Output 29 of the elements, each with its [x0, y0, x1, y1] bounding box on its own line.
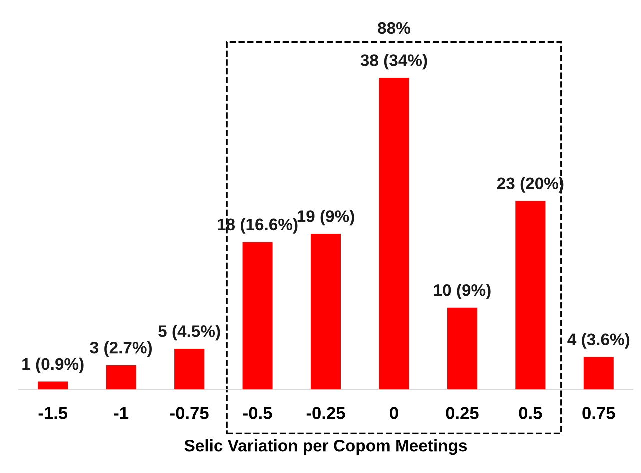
data-label: 1 (0.9%) — [22, 358, 84, 374]
bar — [447, 308, 478, 390]
x-tick-label: -0.5 — [244, 407, 272, 420]
bar — [379, 78, 410, 390]
data-label: 23 (20%) — [497, 177, 564, 193]
data-label: 10 (9%) — [434, 284, 491, 300]
bar — [174, 348, 205, 390]
text: 88% — [378, 22, 410, 34]
x-tick-label: 0.25 — [446, 407, 479, 420]
x-tick-label: -1 — [114, 407, 129, 420]
data-label: 18 (16.6%) — [218, 218, 298, 234]
bar — [38, 382, 68, 390]
bar — [106, 365, 136, 390]
x-tick-label: 0.5 — [519, 407, 542, 420]
x-tick-label: -0.25 — [306, 407, 346, 420]
data-label: 38 (34%) — [360, 54, 428, 70]
data-label: 5 (4.5%) — [158, 325, 220, 341]
data-label: 4 (3.6%) — [568, 333, 630, 349]
x-tick-label: 0.75 — [582, 407, 616, 420]
bar — [584, 357, 614, 390]
x-tick-label: 0 — [390, 407, 398, 420]
x-tick-label: -0.75 — [170, 407, 209, 420]
bar — [242, 242, 273, 390]
x-axis-title: Selic Variation per Copom Meetings — [184, 440, 468, 456]
data-label: 3 (2.7%) — [90, 342, 152, 358]
data-label: 19 (9%) — [298, 210, 354, 226]
bar — [310, 234, 342, 390]
bar — [516, 201, 546, 390]
x-tick-label: -1.5 — [38, 407, 68, 420]
